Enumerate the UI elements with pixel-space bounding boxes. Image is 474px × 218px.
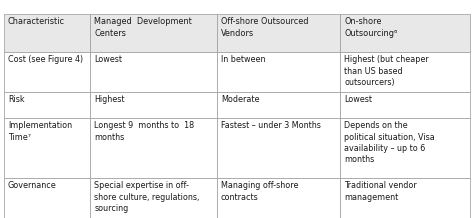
Text: In between: In between bbox=[221, 56, 265, 65]
Bar bbox=[217, 14, 340, 52]
Text: Characteristic: Characteristic bbox=[8, 17, 65, 27]
Bar bbox=[90, 14, 217, 52]
Text: Cost (see Figure 4): Cost (see Figure 4) bbox=[8, 56, 83, 65]
Bar bbox=[90, 92, 217, 118]
Bar bbox=[4, 52, 90, 92]
Bar bbox=[90, 118, 217, 178]
Bar bbox=[340, 118, 470, 178]
Bar bbox=[340, 52, 470, 92]
Bar bbox=[4, 178, 90, 218]
Bar bbox=[4, 92, 90, 118]
Text: Implementation
Time⁷: Implementation Time⁷ bbox=[8, 121, 72, 142]
Bar bbox=[340, 178, 470, 218]
Bar bbox=[4, 14, 90, 52]
Bar bbox=[90, 52, 217, 92]
Text: Highest (but cheaper
than US based
outsourcers): Highest (but cheaper than US based outso… bbox=[345, 56, 429, 87]
Text: Traditional vendor
management: Traditional vendor management bbox=[345, 182, 417, 202]
Bar bbox=[340, 92, 470, 118]
Text: Off-shore Outsourced
Vendors: Off-shore Outsourced Vendors bbox=[221, 17, 309, 37]
Bar bbox=[340, 14, 470, 52]
Text: Lowest: Lowest bbox=[94, 56, 122, 65]
Bar bbox=[217, 118, 340, 178]
Text: Special expertise in off-
shore culture, regulations,
sourcing: Special expertise in off- shore culture,… bbox=[94, 182, 200, 213]
Text: Managing off-shore
contracts: Managing off-shore contracts bbox=[221, 182, 299, 202]
Bar bbox=[217, 92, 340, 118]
Text: Risk: Risk bbox=[8, 95, 25, 104]
Text: Depends on the
political situation, Visa
availability – up to 6
months: Depends on the political situation, Visa… bbox=[345, 121, 435, 164]
Bar bbox=[90, 178, 217, 218]
Bar bbox=[217, 178, 340, 218]
Text: Fastest – under 3 Months: Fastest – under 3 Months bbox=[221, 121, 321, 131]
Text: Highest: Highest bbox=[94, 95, 125, 104]
Text: Managed  Development
Centers: Managed Development Centers bbox=[94, 17, 192, 37]
Bar bbox=[4, 118, 90, 178]
Text: On-shore
Outsourcing⁶: On-shore Outsourcing⁶ bbox=[345, 17, 398, 37]
Text: Moderate: Moderate bbox=[221, 95, 259, 104]
Text: Longest 9  months to  18
months: Longest 9 months to 18 months bbox=[94, 121, 194, 142]
Text: Lowest: Lowest bbox=[345, 95, 373, 104]
Bar bbox=[217, 52, 340, 92]
Text: Governance: Governance bbox=[8, 182, 57, 191]
